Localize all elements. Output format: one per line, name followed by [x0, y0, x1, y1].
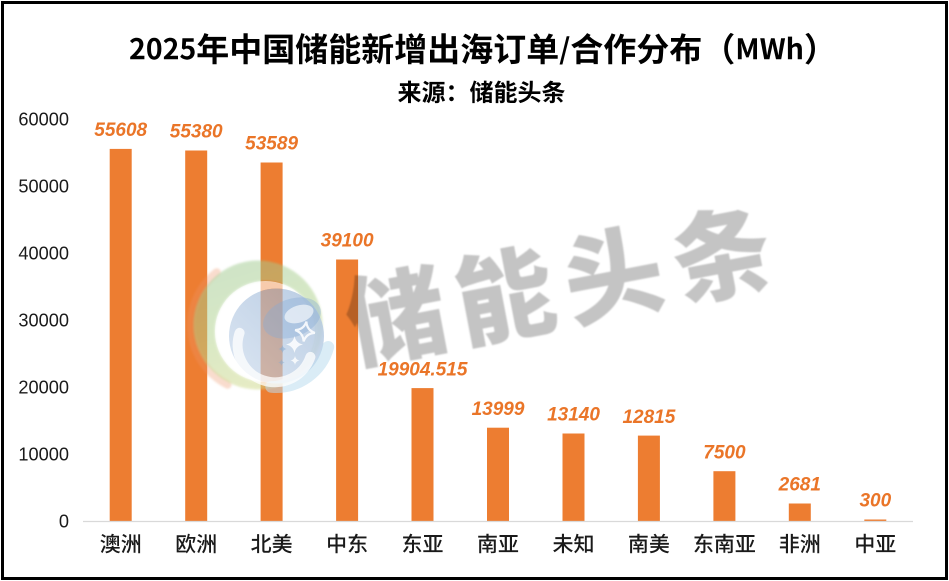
svg-text:10000: 10000	[18, 445, 69, 465]
svg-text:0: 0	[59, 512, 69, 532]
svg-text:60000: 60000	[18, 110, 69, 130]
svg-text:19904.515: 19904.515	[378, 359, 468, 380]
svg-text:13999: 13999	[472, 399, 525, 420]
svg-text:20000: 20000	[18, 378, 69, 398]
svg-text:55608: 55608	[94, 120, 147, 141]
svg-text:39100: 39100	[321, 231, 374, 252]
svg-text:55380: 55380	[170, 122, 223, 143]
svg-text:12815: 12815	[622, 407, 675, 428]
svg-text:40000: 40000	[18, 244, 69, 264]
svg-text:2681: 2681	[778, 475, 821, 496]
svg-text:30000: 30000	[18, 311, 69, 331]
svg-text:50000: 50000	[18, 177, 69, 197]
svg-text:53589: 53589	[245, 134, 298, 155]
svg-text:300: 300	[859, 491, 891, 512]
svg-text:13140: 13140	[547, 405, 600, 426]
svg-text:7500: 7500	[703, 442, 746, 463]
